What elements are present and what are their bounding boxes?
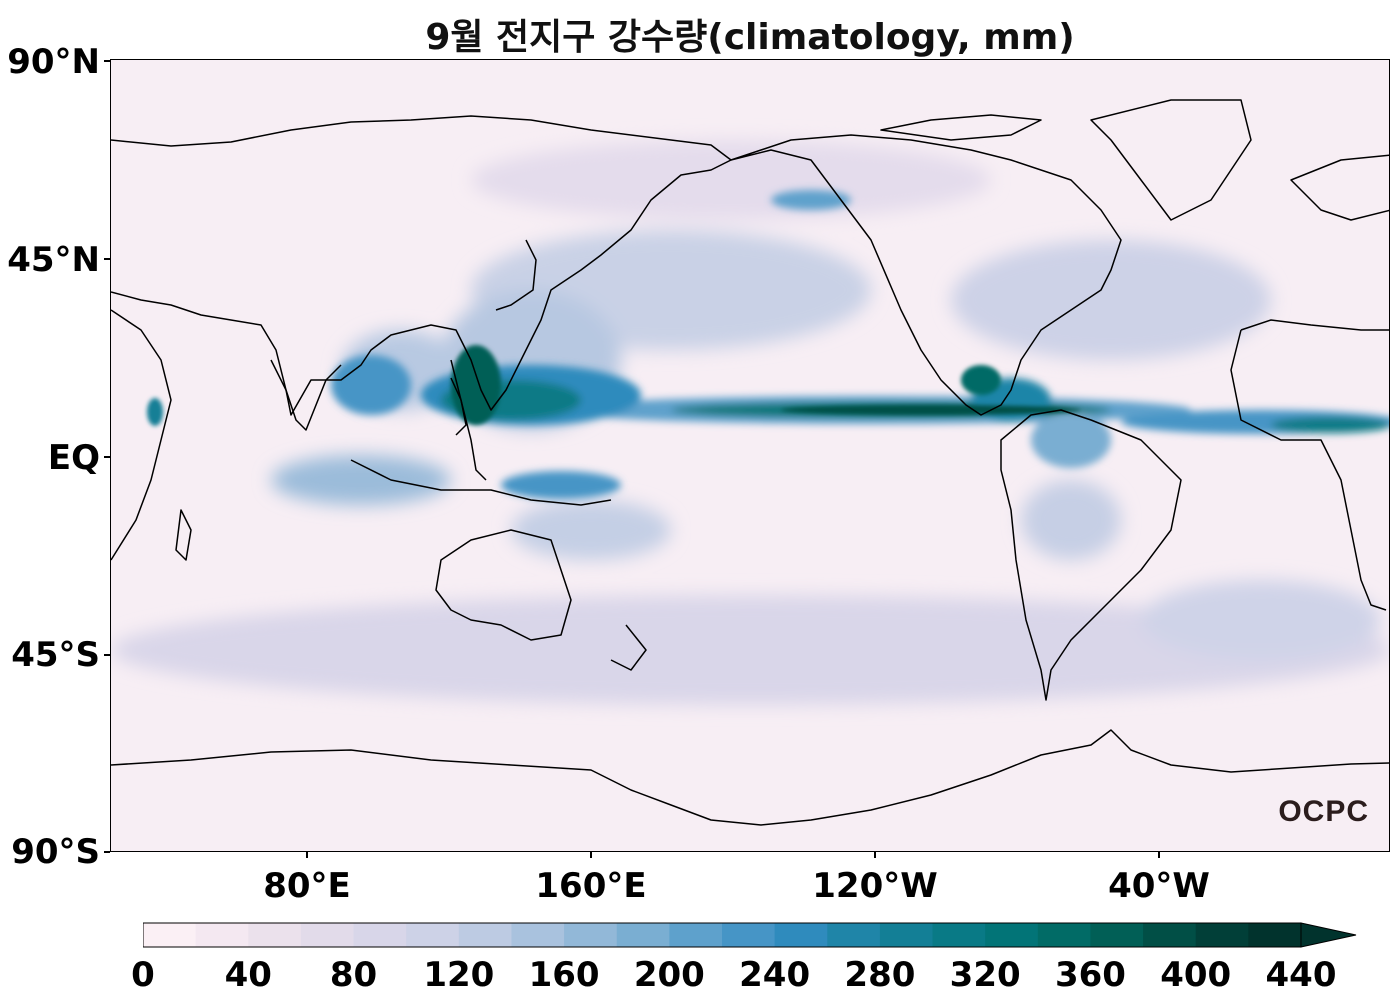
colorbar-segment [458,923,513,947]
colorbar-tick-label: 120 [423,955,495,995]
lon-tick [874,852,876,858]
colorbar-segment [195,923,249,947]
colorbar-segment [1195,923,1249,947]
colorbar-tick-label: 0 [131,955,155,995]
colorbar-segment [669,923,723,947]
lat-tick [104,654,110,656]
lon-tick [1158,852,1160,858]
lon-tick [306,852,308,858]
lat-label-90s: 90°S [11,832,100,872]
colorbar-segment [353,923,407,947]
colorbar-segment [1248,923,1302,947]
lat-tick [104,60,110,62]
colorbar [143,922,1357,948]
colorbar-segment [774,923,828,947]
colorbar-segment [722,923,776,947]
colorbar-segment [827,923,881,947]
precipitation-map: OCPC [110,59,1390,852]
colorbar-segment [564,923,618,947]
lat-tick [104,258,110,260]
colorbar-segment [511,923,565,947]
lon-label-40w: 40°W [1108,866,1210,906]
colorbar-tick-label: 160 [528,955,600,995]
colorbar-tick-label: 80 [329,955,378,995]
lon-tick [590,852,592,858]
colorbar-tick-label: 400 [1160,955,1232,995]
lat-tick [104,456,110,458]
lon-label-160e: 160°E [535,866,647,906]
colorbar-segment [300,923,355,947]
lat-label-45n: 45°N [7,240,100,280]
colorbar-tick-label: 440 [1265,955,1337,995]
map-title: 9월 전지구 강수량(climatology, mm) [425,17,1075,58]
colorbar-tick-label: 40 [224,955,272,995]
colorbar-segment [1143,923,1197,947]
colorbar-tick-label: 200 [633,955,705,995]
colorbar-tick-label: 360 [1054,955,1126,995]
colorbar-segment [143,923,197,947]
colorbar-extend-arrow [1300,922,1357,948]
colorbar-segment [248,923,302,947]
colorbar-segment [1037,923,1092,947]
lat-label-90n: 90°N [7,42,100,82]
lat-label-eq: EQ [47,438,100,478]
colorbar-segment [616,923,670,947]
lat-label-45s: 45°S [11,635,100,675]
map-canvas [111,60,1389,851]
colorbar-tick-label: 280 [844,955,916,995]
colorbar-segment [879,923,934,947]
colorbar-segment [932,923,986,947]
coastlines [111,99,1389,826]
lon-label-120w: 120°W [812,866,938,906]
colorbar-tick-label: 240 [739,955,811,995]
colorbar-segment [985,923,1039,947]
colorbar-tick-label: 320 [949,955,1021,995]
lat-tick [104,851,110,853]
colorbar-segment [1090,923,1144,947]
colorbar-segment [406,923,460,947]
ocpc-logo: OCPC [1278,795,1369,828]
lon-label-80e: 80°E [263,866,351,906]
